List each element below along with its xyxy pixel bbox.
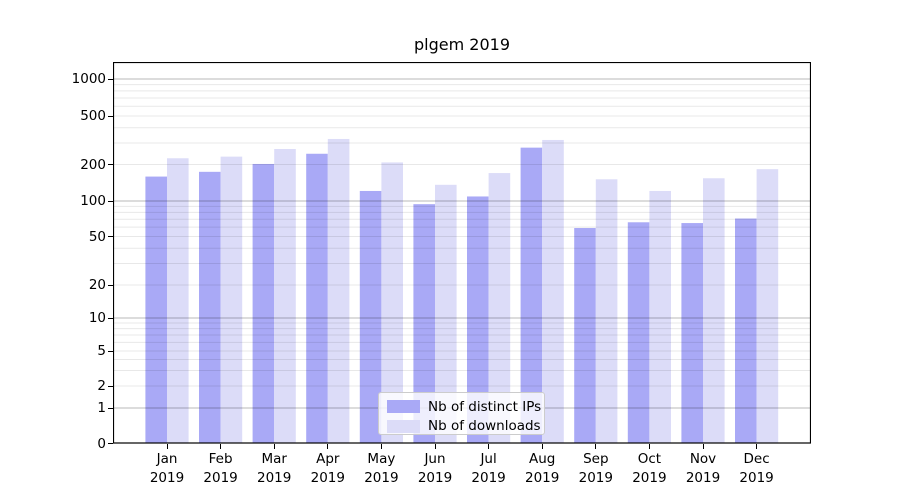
bar-distinct-ips (520, 147, 543, 444)
bar-downloads (703, 178, 725, 444)
x-tick-mark (595, 444, 597, 449)
bars-canvas (113, 62, 811, 444)
x-tick-mark (488, 444, 490, 449)
x-tick-label: May 2019 (364, 451, 399, 486)
bar-downloads (542, 139, 564, 444)
y-tick-mark (108, 407, 113, 409)
x-tick-label: Jul 2019 (471, 451, 506, 486)
y-tick-label: 0 (97, 435, 106, 452)
bar-downloads (488, 173, 511, 444)
bar-downloads (274, 149, 296, 444)
bar-downloads (167, 158, 189, 444)
y-tick-mark (108, 284, 113, 286)
legend-swatch-icon (387, 400, 420, 414)
x-tick-label: Aug 2019 (525, 451, 560, 486)
y-tick-label: 1000 (71, 71, 106, 87)
y-tick-label: 200 (80, 156, 106, 173)
bar-distinct-ips (735, 218, 757, 444)
bar-distinct-ips (145, 176, 167, 444)
x-tick-label: Dec 2019 (739, 451, 774, 486)
x-tick-mark (648, 444, 651, 449)
x-tick-label: Mar 2019 (257, 451, 292, 486)
y-tick-mark (108, 200, 113, 202)
bar-distinct-ips (627, 222, 650, 444)
y-tick-label: 5 (97, 343, 106, 359)
bar-distinct-ips (199, 171, 221, 444)
x-tick-mark (327, 444, 329, 449)
x-tick-mark (380, 444, 383, 449)
y-tick-label: 1 (97, 400, 106, 416)
bar-downloads (756, 169, 779, 444)
chart-title: plgem 2019 (414, 35, 510, 54)
bar-distinct-ips (252, 163, 275, 444)
y-tick-mark (108, 115, 113, 117)
bar-distinct-ips (413, 204, 435, 444)
x-tick-mark (541, 444, 543, 449)
y-tick-label: 20 (88, 277, 106, 293)
bar-distinct-ips (359, 190, 382, 444)
x-tick-mark (756, 444, 758, 449)
bar-downloads (381, 162, 403, 444)
x-tick-mark (702, 444, 704, 449)
plot-area (113, 62, 811, 444)
x-tick-mark (220, 444, 222, 449)
x-tick-mark (273, 444, 275, 449)
y-tick-mark (108, 78, 113, 80)
y-tick-label: 500 (80, 108, 106, 124)
x-tick-label: Sep 2019 (578, 451, 613, 486)
y-tick-mark (108, 164, 113, 166)
bar-distinct-ips (574, 228, 596, 444)
y-tick-label: 50 (88, 228, 106, 245)
x-tick-label: Feb 2019 (203, 451, 238, 486)
y-tick-label: 100 (80, 193, 106, 209)
x-tick-label: Oct 2019 (632, 451, 667, 486)
legend-label: Nb of distinct IPs (428, 398, 542, 415)
x-tick-label: Jun 2019 (417, 451, 453, 486)
y-tick-mark (108, 443, 113, 445)
legend-entry: Nb of distinct IPs (379, 397, 544, 417)
x-tick-label: Apr 2019 (310, 451, 345, 486)
legend-entry: Nb of downloads (379, 417, 544, 437)
bar-distinct-ips (306, 153, 328, 444)
bar-downloads (435, 184, 457, 444)
y-tick-mark (108, 350, 113, 352)
y-tick-mark (108, 385, 113, 387)
x-tick-label: Jan 2019 (149, 451, 185, 486)
y-tick-mark (108, 317, 113, 319)
bar-distinct-ips (681, 223, 703, 444)
bar-downloads (327, 138, 350, 444)
bar-downloads (220, 156, 243, 444)
y-tick-mark (108, 236, 113, 238)
legend-label: Nb of downloads (428, 418, 541, 435)
legend: Nb of distinct IPs Nb of downloads (378, 392, 545, 435)
bar-downloads (649, 190, 671, 444)
x-tick-mark (166, 444, 168, 449)
legend-swatch-icon (387, 419, 420, 433)
x-tick-label: Nov 2019 (685, 451, 721, 486)
y-tick-label: 2 (97, 378, 106, 394)
x-tick-mark (434, 444, 436, 449)
y-tick-label: 10 (88, 310, 106, 326)
bar-downloads (595, 179, 618, 444)
axes-frame (113, 62, 811, 444)
bar-distinct-ips (467, 196, 489, 444)
